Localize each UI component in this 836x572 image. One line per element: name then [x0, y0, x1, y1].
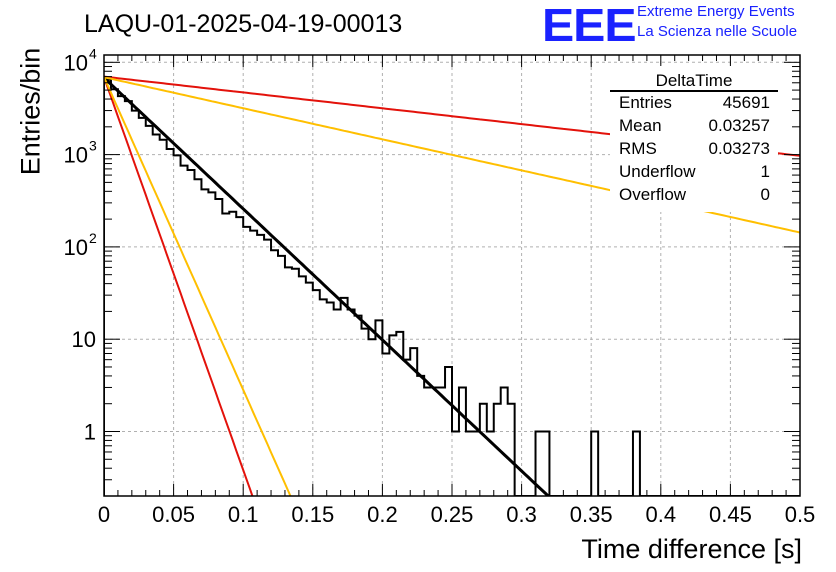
org-line-2: La Scienza nelle Scuole — [637, 23, 798, 40]
x-tick-label: 0.4 — [646, 502, 677, 527]
stats-value: 0.03257 — [708, 116, 770, 135]
stats-title: DeltaTime — [655, 71, 733, 90]
series-red-fast — [104, 76, 254, 496]
stats-row-underflow: Underflow 1 — [619, 162, 770, 184]
x-tick-label: 0.45 — [709, 502, 752, 527]
series-fit — [104, 76, 551, 496]
y-tick-label: 10 — [64, 235, 88, 260]
stats-box: DeltaTime Entries 45691 Mean 0.03257 RMS… — [610, 66, 778, 212]
histogram-steps — [104, 78, 800, 496]
stats-value: 1 — [760, 162, 770, 181]
x-tick-label: 0.3 — [506, 502, 537, 527]
stats-label: Entries — [619, 93, 672, 112]
stats-divider — [610, 90, 778, 92]
stats-row-rms: RMS 0.03273 — [619, 139, 770, 161]
stats-label: RMS — [619, 139, 657, 158]
stats-value: 0 — [760, 185, 770, 204]
series-orange-fast — [104, 76, 292, 496]
y-tick-label: 10 — [64, 143, 88, 168]
org-line-1: Extreme Energy Events — [637, 3, 795, 20]
stats-value: 45691 — [722, 93, 770, 112]
stats-label: Overflow — [619, 185, 687, 204]
stats-label: Underflow — [619, 162, 696, 181]
x-tick-label: 0.2 — [367, 502, 398, 527]
x-tick-label: 0.1 — [228, 502, 259, 527]
stats-label: Mean — [619, 116, 662, 135]
y-axis-label: Entries/bin — [15, 47, 46, 176]
y-tick-exponent: 3 — [89, 138, 97, 154]
chart-title: LAQU-01-2025-04-19-00013 — [84, 10, 403, 38]
x-axis-label: Time difference [s] — [581, 534, 802, 564]
stats-row-entries: Entries 45691 — [619, 93, 770, 115]
stats-value: 0.03273 — [708, 139, 770, 158]
x-tick-label: 0.35 — [570, 502, 613, 527]
y-tick-label: 10 — [72, 327, 96, 352]
stats-row-overflow: Overflow 0 — [619, 185, 770, 207]
x-tick-label: 0.5 — [785, 502, 816, 527]
x-tick-label: 0.15 — [291, 502, 334, 527]
org-name: Extreme Energy Events La Scienza nelle S… — [637, 2, 797, 42]
x-tick-label: 0.05 — [152, 502, 195, 527]
stats-row-mean: Mean 0.03257 — [619, 116, 770, 138]
y-tick-label: 10 — [64, 50, 88, 75]
y-tick-exponent: 4 — [89, 45, 97, 61]
x-tick-label: 0 — [98, 502, 110, 527]
eee-logo: EEE — [542, 0, 637, 51]
y-tick-label: 1 — [84, 419, 96, 444]
x-tick-label: 0.25 — [431, 502, 474, 527]
y-tick-exponent: 2 — [89, 230, 97, 246]
